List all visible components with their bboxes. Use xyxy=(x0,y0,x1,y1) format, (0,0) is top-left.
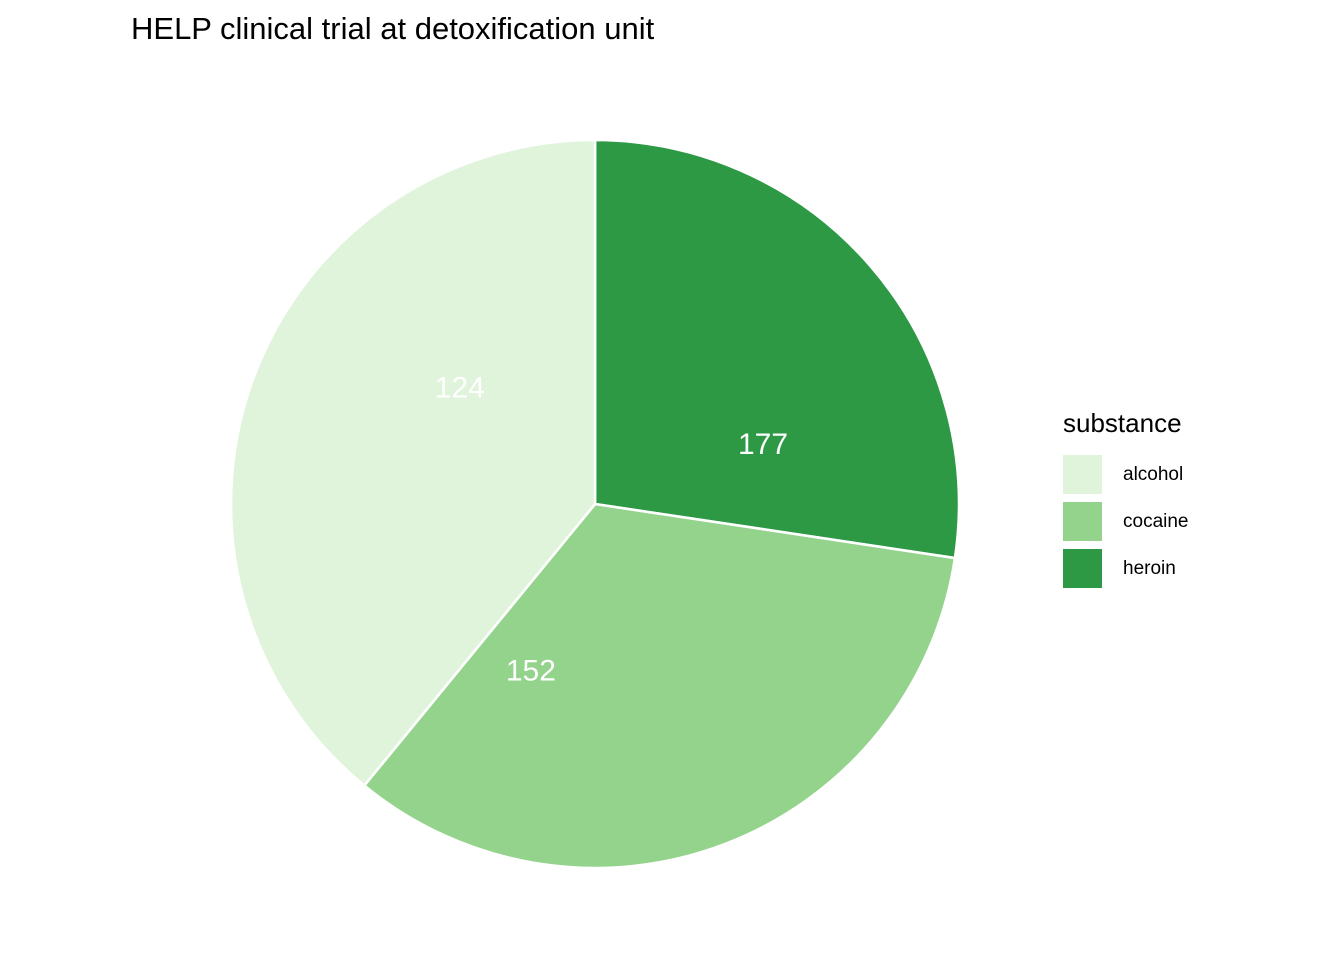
slice-label-cocaine: 152 xyxy=(506,654,556,687)
legend-label-alcohol: alcohol xyxy=(1123,463,1184,485)
legend-title: substance xyxy=(1063,408,1182,438)
pie-slice-alcohol xyxy=(229,138,597,787)
legend-entries: alcohol cocaine heroin xyxy=(1063,455,1189,588)
legend-swatch-alcohol xyxy=(1063,455,1102,494)
pie-slice-heroin xyxy=(593,138,961,560)
legend-swatch-cocaine xyxy=(1063,502,1102,541)
slice-label-alcohol: 124 xyxy=(435,372,485,405)
legend-item-heroin: heroin xyxy=(1063,549,1189,588)
pie-slice-cocaine xyxy=(362,502,957,870)
legend-swatch-heroin xyxy=(1063,549,1102,588)
legend: substance alcohol cocaine heroin xyxy=(1063,408,1189,596)
legend-item-alcohol: alcohol xyxy=(1063,455,1189,494)
legend-label-cocaine: cocaine xyxy=(1123,510,1189,532)
legend-item-cocaine: cocaine xyxy=(1063,502,1189,541)
chart-title: HELP clinical trial at detoxification un… xyxy=(131,11,655,46)
slice-label-heroin: 177 xyxy=(738,428,788,461)
legend-label-heroin: heroin xyxy=(1123,557,1176,579)
